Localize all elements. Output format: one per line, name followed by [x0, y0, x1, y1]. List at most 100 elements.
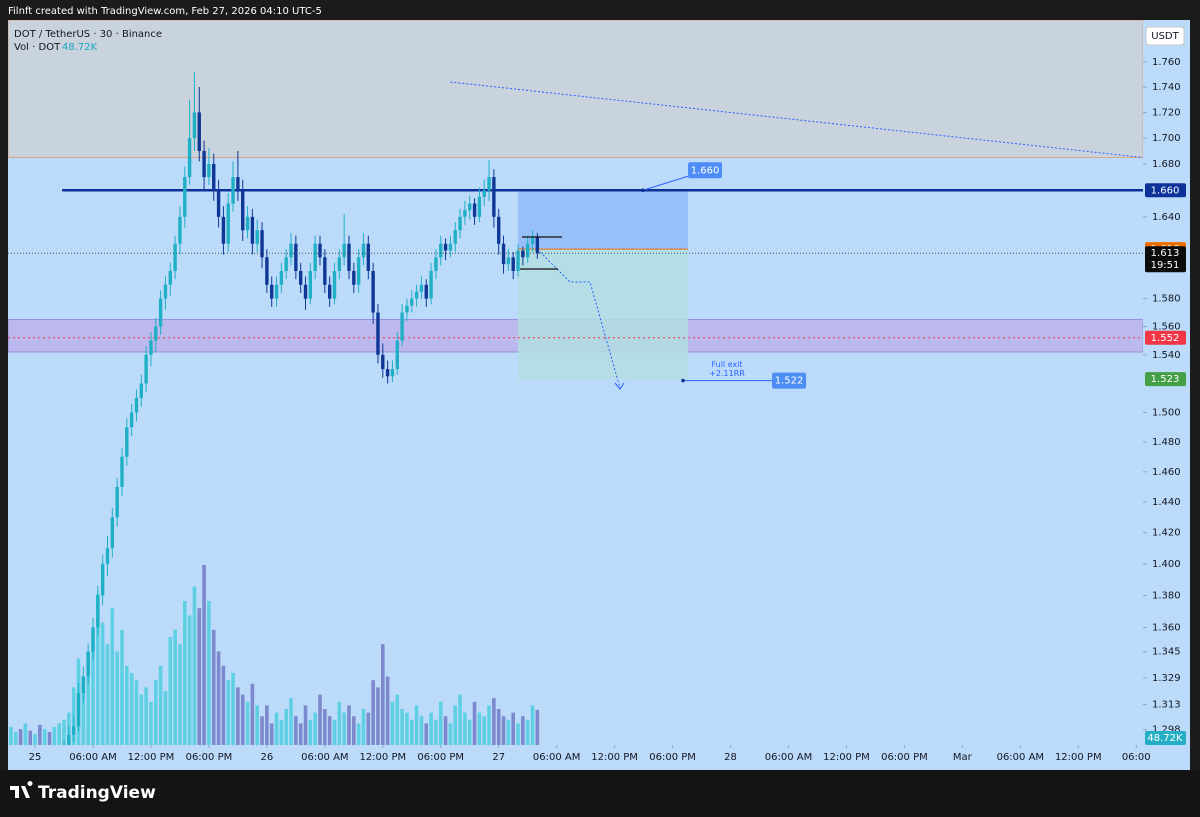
volume-bar — [33, 734, 37, 745]
volume-bar — [443, 716, 448, 745]
plot-area — [8, 20, 1143, 745]
x-tick-label: 12:00 PM — [1055, 752, 1102, 763]
candle-body — [100, 563, 105, 596]
volume-bar — [168, 637, 173, 745]
candle-body — [236, 177, 240, 191]
volume-bar — [352, 716, 356, 745]
candle-body — [376, 312, 380, 355]
candle-body — [115, 486, 119, 518]
volume-bar — [139, 694, 144, 745]
volume-bar — [144, 687, 148, 745]
volume-bar — [149, 701, 153, 745]
candle-body — [163, 284, 168, 299]
candle-body — [323, 257, 327, 285]
y-tick-label: 1.400 — [1152, 559, 1181, 570]
candle-body — [361, 243, 366, 258]
volume-bar — [236, 687, 240, 745]
candle-body — [511, 257, 515, 271]
candle-body — [187, 138, 192, 178]
callout-anchor — [681, 378, 685, 383]
volume-bar — [380, 644, 385, 745]
brand: TradingView — [38, 783, 156, 803]
y-tick-label: 1.580 — [1152, 294, 1181, 305]
volume-bar — [211, 629, 216, 745]
price-label: 1.660 — [1151, 185, 1180, 196]
candle-body — [347, 243, 351, 271]
volume-bar — [342, 712, 346, 745]
candle-body — [274, 284, 279, 299]
price-label-box — [1145, 372, 1186, 387]
x-tick-label: 12:00 PM — [823, 752, 870, 763]
candle-body — [492, 177, 496, 217]
volume-bar — [115, 651, 119, 745]
currency[interactable]: USDT — [1151, 31, 1179, 42]
candle-body — [400, 312, 404, 341]
candle-body — [497, 216, 501, 244]
candle-body — [265, 257, 269, 285]
volume-bar — [28, 730, 33, 745]
volume-bar — [192, 586, 197, 745]
volume-title: Vol · DOT — [14, 42, 61, 53]
volume-bar — [153, 680, 158, 745]
x-tick-label: 06:00 AM — [69, 752, 116, 763]
callout-note: +2.11RR — [709, 369, 745, 378]
candle-body — [530, 236, 535, 244]
candle-body — [71, 726, 76, 735]
candle-body — [443, 243, 448, 251]
last-price: 1.613 — [1151, 248, 1180, 259]
candle-body — [463, 210, 467, 217]
volume-bar — [231, 673, 235, 745]
volume-bar — [105, 644, 110, 745]
x-tick-label: 12:00 PM — [128, 752, 175, 763]
candle-body — [105, 548, 110, 564]
y-tick-label: 1.345 — [1152, 647, 1181, 658]
volume-bar — [501, 716, 506, 745]
countdown: 19:51 — [1151, 260, 1180, 271]
volume-bar — [294, 716, 298, 745]
volume-bar — [482, 716, 487, 745]
y-tick-label: 1.420 — [1152, 528, 1181, 539]
volume-bar — [303, 705, 308, 745]
candle-body — [212, 163, 216, 191]
x-tick-label: 06:00 PM — [881, 752, 928, 763]
brand-logo — [10, 781, 33, 798]
volume-bar — [516, 723, 520, 745]
candle-body — [390, 369, 395, 377]
candle-body — [439, 243, 443, 258]
candle-body — [424, 284, 428, 299]
x-tick-label: 28 — [724, 752, 737, 763]
candle-body — [144, 354, 148, 384]
volume-bar — [419, 716, 424, 745]
candle-body — [482, 190, 486, 197]
volume-bar — [477, 712, 482, 745]
candle-body — [241, 190, 245, 231]
candle-body — [395, 340, 399, 370]
callout-leader — [642, 175, 689, 191]
candle-body — [332, 270, 337, 299]
volume-bar — [134, 680, 139, 745]
volume-bar — [216, 651, 221, 745]
volume-bar — [52, 727, 57, 745]
candle-body — [139, 383, 144, 398]
volume-bar — [9, 727, 13, 745]
volume-bar — [323, 709, 327, 745]
candle-body — [410, 298, 414, 306]
candle-body — [270, 284, 274, 299]
candle-body — [154, 326, 158, 341]
candle-body — [91, 627, 95, 652]
volume-bar — [187, 615, 192, 745]
candle-body — [298, 270, 303, 285]
candle-body — [173, 243, 177, 271]
volume-bar — [158, 665, 163, 745]
target-box — [518, 249, 689, 380]
volume-bar — [91, 637, 95, 745]
y-tick-label: 1.298 — [1152, 725, 1181, 736]
candle-body — [477, 196, 482, 217]
candle-body — [207, 163, 211, 178]
currency-box[interactable] — [1145, 26, 1185, 46]
price-label: 1.523 — [1151, 374, 1180, 385]
candle-body — [448, 243, 453, 251]
y-tick-label: 1.329 — [1152, 673, 1181, 684]
volume-bar — [385, 676, 390, 745]
volume-bar — [535, 709, 540, 745]
